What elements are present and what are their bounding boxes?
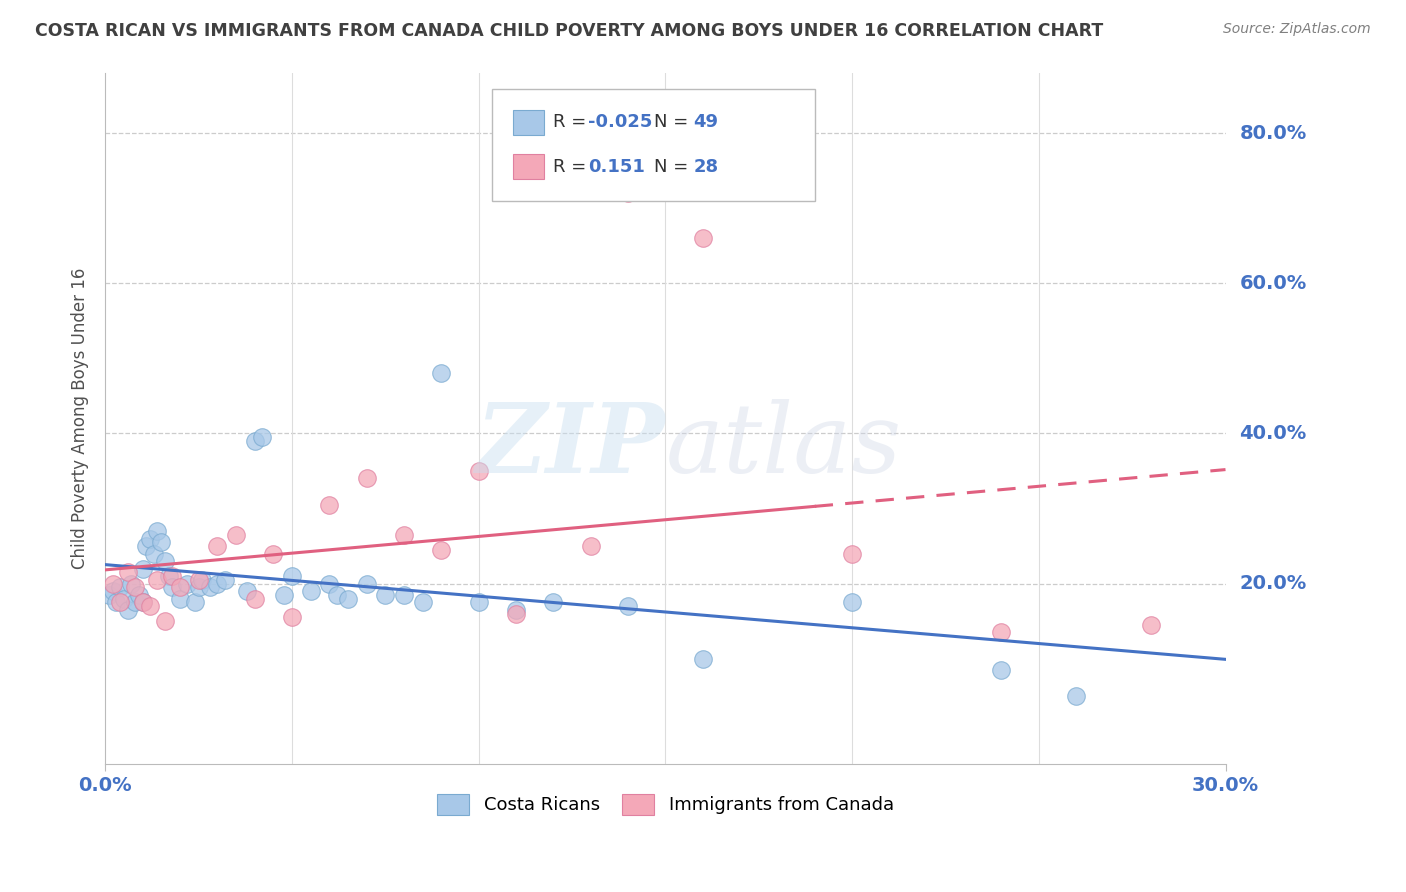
Point: [214, 573, 236, 587]
Point: [153, 614, 176, 628]
Point: [281, 569, 304, 583]
Point: [243, 591, 266, 606]
Point: [142, 547, 165, 561]
Point: [467, 464, 489, 478]
Point: [131, 561, 153, 575]
Text: 40.0%: 40.0%: [1240, 424, 1306, 443]
Text: 49: 49: [693, 113, 718, 131]
Text: 0.151: 0.151: [588, 158, 644, 176]
Point: [191, 573, 214, 587]
Point: [392, 528, 415, 542]
Point: [198, 580, 221, 594]
Point: [169, 580, 191, 594]
Point: [841, 547, 863, 561]
Point: [162, 569, 184, 583]
Point: [617, 599, 640, 614]
Point: [356, 576, 378, 591]
Text: 80.0%: 80.0%: [1240, 124, 1306, 143]
Point: [543, 595, 565, 609]
Y-axis label: Child Poverty Among Boys Under 16: Child Poverty Among Boys Under 16: [72, 268, 89, 569]
Point: [467, 595, 489, 609]
Text: ZIP: ZIP: [475, 399, 665, 493]
Point: [318, 576, 340, 591]
Point: [120, 576, 142, 591]
Point: [505, 603, 527, 617]
Point: [187, 573, 209, 587]
Point: [243, 434, 266, 448]
Point: [318, 498, 340, 512]
Text: COSTA RICAN VS IMMIGRANTS FROM CANADA CHILD POVERTY AMONG BOYS UNDER 16 CORRELAT: COSTA RICAN VS IMMIGRANTS FROM CANADA CH…: [35, 22, 1104, 40]
Point: [392, 588, 415, 602]
Point: [207, 539, 229, 553]
Text: R =: R =: [553, 158, 592, 176]
Point: [150, 535, 173, 549]
Point: [236, 584, 259, 599]
Point: [153, 554, 176, 568]
Text: Source: ZipAtlas.com: Source: ZipAtlas.com: [1223, 22, 1371, 37]
Point: [101, 576, 124, 591]
Point: [336, 591, 359, 606]
Point: [105, 595, 128, 609]
Point: [112, 591, 135, 606]
Point: [101, 584, 124, 599]
Text: -0.025: -0.025: [588, 113, 652, 131]
Point: [430, 542, 453, 557]
Point: [990, 625, 1012, 640]
Point: [162, 580, 184, 594]
Point: [146, 524, 169, 538]
Point: [1064, 690, 1087, 704]
Point: [990, 663, 1012, 677]
Point: [299, 584, 322, 599]
Point: [131, 595, 153, 609]
Text: 28: 28: [693, 158, 718, 176]
Point: [225, 528, 247, 542]
Point: [692, 231, 714, 245]
Point: [117, 603, 139, 617]
Point: [139, 599, 162, 614]
Point: [430, 367, 453, 381]
Text: N =: N =: [654, 113, 693, 131]
Point: [1140, 618, 1163, 632]
Point: [617, 186, 640, 201]
Legend: Costa Ricans, Immigrants from Canada: Costa Ricans, Immigrants from Canada: [427, 785, 903, 824]
Point: [117, 566, 139, 580]
Point: [146, 573, 169, 587]
Text: R =: R =: [553, 113, 592, 131]
Point: [176, 576, 198, 591]
Text: 60.0%: 60.0%: [1240, 274, 1306, 293]
Point: [356, 471, 378, 485]
Point: [326, 588, 349, 602]
Point: [157, 569, 180, 583]
Point: [108, 595, 131, 609]
Point: [412, 595, 434, 609]
Point: [131, 595, 153, 609]
Point: [281, 610, 304, 624]
Point: [374, 588, 396, 602]
Text: atlas: atlas: [665, 399, 901, 493]
Point: [124, 595, 146, 609]
Point: [124, 580, 146, 594]
Point: [262, 547, 284, 561]
Point: [135, 539, 157, 553]
Point: [108, 580, 131, 594]
Point: [187, 580, 209, 594]
Point: [692, 651, 714, 665]
Point: [505, 607, 527, 621]
Point: [169, 591, 191, 606]
Point: [579, 539, 602, 553]
Point: [207, 576, 229, 591]
Point: [139, 532, 162, 546]
Point: [97, 588, 120, 602]
Point: [184, 595, 207, 609]
Point: [841, 595, 863, 609]
Point: [250, 430, 273, 444]
Text: 20.0%: 20.0%: [1240, 574, 1306, 593]
Point: [273, 588, 295, 602]
Point: [128, 588, 150, 602]
Text: N =: N =: [654, 158, 693, 176]
